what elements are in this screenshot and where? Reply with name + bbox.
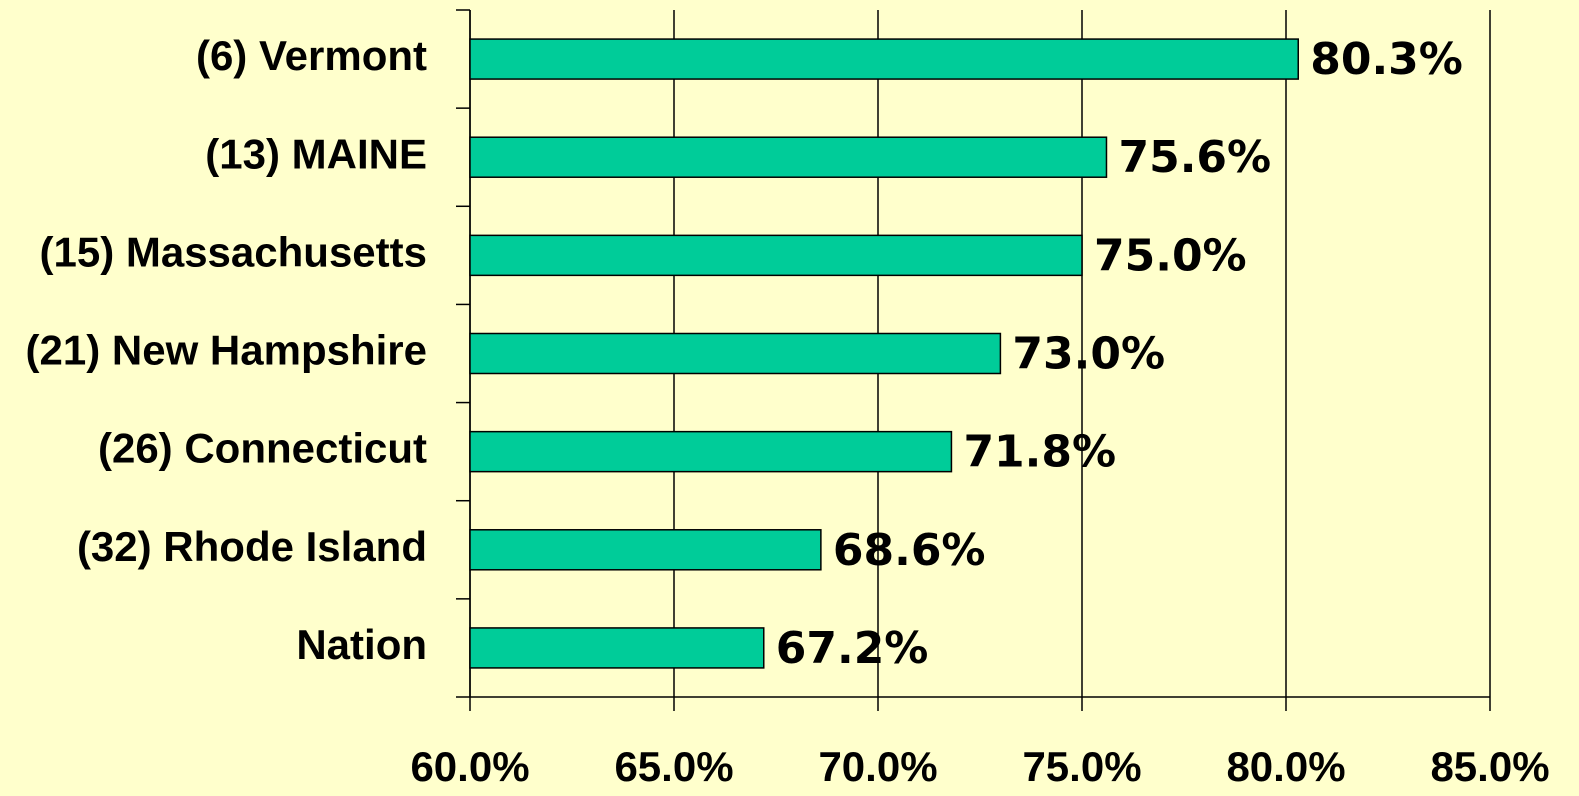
y-tick-label: (21) New Hampshire [26,327,427,374]
value-label: 71.8% [963,427,1116,478]
y-tick-label: Nation [296,621,427,668]
value-label: 68.6% [833,525,986,576]
y-tick-label: (15) Massachusetts [40,228,428,275]
x-tick-label: 85.0% [1430,743,1549,790]
bar [469,136,1108,178]
x-tick-label: 70.0% [818,743,937,790]
bar [469,234,1083,277]
value-label: 73.0% [1012,329,1165,380]
y-tick-label: (32) Rhode Island [77,523,427,570]
x-tick-label: 65.0% [614,743,733,790]
value-label: 75.6% [1118,132,1271,183]
value-label: 80.3% [1310,34,1463,85]
x-tick-label: 75.0% [1022,743,1141,790]
bar [469,38,1299,80]
y-tick-label: (6) Vermont [196,32,427,79]
bar [469,332,1002,375]
y-tick-label: (13) MAINE [205,130,427,177]
bar [469,627,765,669]
bar [469,430,953,473]
value-label: 67.2% [776,623,929,674]
y-tick-label: (26) Connecticut [98,425,427,472]
x-tick-label: 80.0% [1226,743,1345,790]
x-tick-label: 60.0% [410,743,529,790]
value-label: 75.0% [1094,230,1247,281]
bar [469,529,822,571]
